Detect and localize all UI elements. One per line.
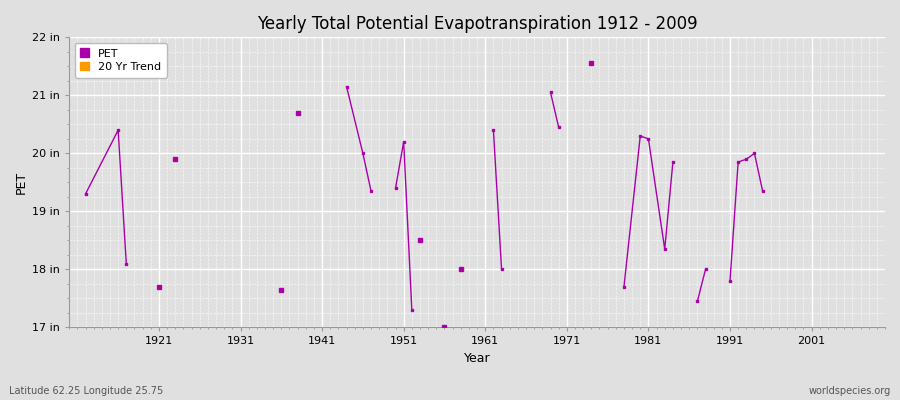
Title: Yearly Total Potential Evapotranspiration 1912 - 2009: Yearly Total Potential Evapotranspiratio… bbox=[256, 15, 698, 33]
X-axis label: Year: Year bbox=[464, 352, 490, 365]
Text: Latitude 62.25 Longitude 25.75: Latitude 62.25 Longitude 25.75 bbox=[9, 386, 163, 396]
Legend: PET, 20 Yr Trend: PET, 20 Yr Trend bbox=[75, 43, 166, 78]
Text: worldspecies.org: worldspecies.org bbox=[809, 386, 891, 396]
Y-axis label: PET: PET bbox=[15, 171, 28, 194]
